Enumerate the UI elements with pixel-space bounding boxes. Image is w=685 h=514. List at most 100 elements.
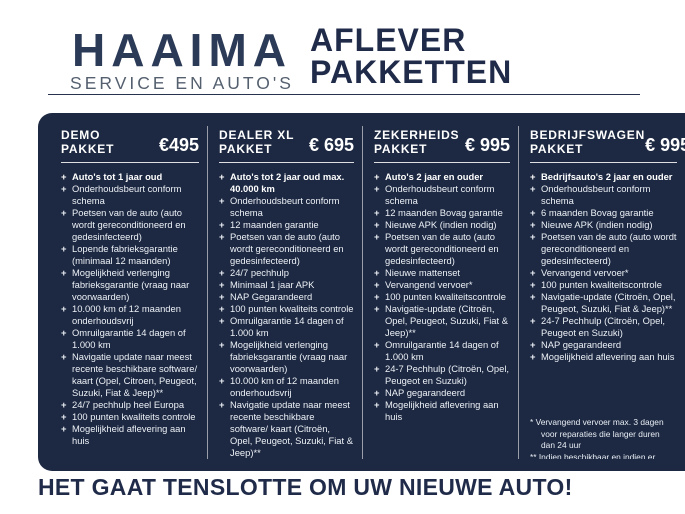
package-header: BEDRIJFSWAGEN PAKKET€ 995 bbox=[530, 128, 685, 156]
plus-bullet-icon: + bbox=[374, 387, 380, 398]
package-feature: + Poetsen van de auto (auto wordt gerecon… bbox=[61, 207, 199, 243]
package-feature: + Nieuwe mattenset bbox=[374, 267, 510, 279]
page-title-line1: AFLEVER bbox=[310, 22, 467, 58]
package-feature-text: Onderhoudsbeurt conform schema bbox=[72, 183, 182, 206]
package-feature-text: 100 punten kwaliteitscontrole bbox=[541, 279, 662, 290]
package-feature: + NAP Gegarandeerd bbox=[219, 291, 354, 303]
package-feature: +12 maanden garantie bbox=[219, 219, 354, 231]
package-feature-text: 100 punten kwaliteits controle bbox=[72, 411, 196, 422]
package-feature-text: Auto's tot 1 jaar oud bbox=[72, 171, 163, 182]
package-feature: + Auto's tot 1 jaar oud bbox=[61, 171, 199, 183]
package-feature: + Mogelijkheid aflevering aan huis bbox=[374, 399, 510, 423]
package-feature-text: 6 maanden Bovag garantie bbox=[541, 207, 654, 218]
package-feature-list: + Bedrijfsauto's 2 jaar en ouder + Onderhou… bbox=[530, 171, 677, 363]
package-feature: + Vervangend vervoer* bbox=[530, 267, 677, 279]
plus-bullet-icon: + bbox=[374, 183, 380, 194]
package-feature-text: 12 maanden garantie bbox=[230, 219, 319, 230]
package-feature-text: Auto's tot 2 jaar oud max. 40.000 km bbox=[230, 171, 345, 194]
plus-bullet-icon: + bbox=[219, 375, 225, 386]
footnotes: * Vervangend vervoer max. 3 dagen voor r… bbox=[530, 417, 677, 459]
package-feature-text: Onderhoudsbeurt conform schema bbox=[385, 183, 495, 206]
package-column-1: DEMO PAKKET €495 + Auto's tot 1 jaar oud + On… bbox=[38, 126, 207, 459]
package-feature-text: Onderhoudsbeurt conform schema bbox=[541, 183, 651, 206]
package-header-divider bbox=[61, 162, 199, 163]
package-feature-text: Navigatie update naar meest recente besc… bbox=[72, 351, 198, 398]
plus-bullet-icon: + bbox=[530, 207, 536, 218]
package-feature: +100 punten kwaliteits controle bbox=[61, 411, 199, 423]
package-feature-text: NAP Gegarandeerd bbox=[230, 291, 313, 302]
package-feature-text: Poetsen van de auto (auto wordt gerecond… bbox=[385, 231, 499, 266]
logo-name: HAAIMA bbox=[72, 24, 292, 76]
package-feature-text: Poetsen van de auto (auto wordt gerecond… bbox=[230, 231, 344, 266]
plus-bullet-icon: + bbox=[61, 399, 67, 410]
package-header: DEMO PAKKET €495 bbox=[61, 128, 199, 156]
plus-bullet-icon: + bbox=[530, 219, 536, 230]
plus-bullet-icon: + bbox=[530, 351, 536, 362]
package-feature: + NAP gegarandeerd bbox=[530, 339, 677, 351]
plus-bullet-icon: + bbox=[219, 231, 225, 242]
plus-bullet-icon: + bbox=[374, 267, 380, 278]
package-feature-text: 24/7 pechhulp bbox=[230, 267, 289, 278]
package-feature-text: Poetsen van de auto (auto wordt gerecond… bbox=[541, 231, 677, 266]
package-feature-list: + Auto's tot 1 jaar oud + Onderhoudsbeurt c… bbox=[61, 171, 199, 447]
package-feature-text: Omruilgarantie 14 dagen of 1.000 km bbox=[385, 339, 499, 362]
package-feature-text: 100 punten kwaliteits controle bbox=[230, 303, 354, 314]
package-feature-text: 12 maanden Bovag garantie bbox=[385, 207, 503, 218]
package-feature-text: Nieuwe APK (indien nodig) bbox=[541, 219, 653, 230]
package-feature-text: 24/7 pechhulp heel Europa bbox=[72, 399, 185, 410]
package-feature: + Omruilgarantie 14 dagen of 1.000 km bbox=[61, 327, 199, 351]
plus-bullet-icon: + bbox=[219, 339, 225, 350]
package-feature-list: + Auto's tot 2 jaar oud max. 40.000 km + On… bbox=[219, 171, 354, 459]
plus-bullet-icon: + bbox=[374, 171, 380, 182]
plus-bullet-icon: + bbox=[61, 351, 67, 362]
header-divider bbox=[48, 94, 640, 95]
plus-bullet-icon: + bbox=[61, 423, 67, 434]
package-feature-text: Omruilgarantie 14 dagen of 1.000 km bbox=[230, 315, 344, 338]
package-feature: + Onderhoudsbeurt conform schema bbox=[530, 183, 677, 207]
plus-bullet-icon: + bbox=[219, 171, 225, 182]
package-feature: +100 punten kwaliteits controle bbox=[219, 303, 354, 315]
package-feature: + Mogelijkheid aflevering aan huis bbox=[61, 423, 199, 447]
plus-bullet-icon: + bbox=[219, 219, 225, 230]
plus-bullet-icon: + bbox=[530, 183, 536, 194]
package-feature: + Onderhoudsbeurt conform schema bbox=[374, 183, 510, 207]
package-feature-text: Vervangend vervoer* bbox=[541, 267, 629, 278]
page-title-line2: PAKKETTEN bbox=[310, 54, 513, 90]
package-column-3: ZEKERHEIDS PAKKET € 995 + Auto's 2 jaar en … bbox=[362, 126, 518, 459]
page-title: AFLEVER PAKKETTEN bbox=[310, 24, 512, 88]
bottom-tagline: HET GAAT TENSLOTTE OM UW NIEUWE AUTO! bbox=[38, 474, 573, 500]
plus-bullet-icon: + bbox=[219, 267, 225, 278]
package-feature: + Mogelijkheid verlenging fabrieksgaranti… bbox=[61, 267, 199, 303]
plus-bullet-icon: + bbox=[374, 207, 380, 218]
package-price: € 995 bbox=[464, 135, 510, 155]
package-feature: +6 maanden Bovag garantie bbox=[530, 207, 677, 219]
package-header-divider bbox=[219, 162, 354, 163]
package-feature-text: NAP gegarandeerd bbox=[385, 387, 466, 398]
package-header: ZEKERHEIDS PAKKET € 995 bbox=[374, 128, 510, 156]
package-feature: + Omruilgarantie 14 dagen of 1.000 km bbox=[374, 339, 510, 363]
plus-bullet-icon: + bbox=[374, 303, 380, 314]
package-feature: + Nieuwe APK (indien nodig) bbox=[530, 219, 677, 231]
package-feature: +12 maanden Bovag garantie bbox=[374, 207, 510, 219]
plus-bullet-icon: + bbox=[61, 267, 67, 278]
package-feature: + Auto's tot 2 jaar oud max. 40.000 km bbox=[219, 171, 354, 195]
plus-bullet-icon: + bbox=[530, 279, 536, 290]
package-feature: + Onderhoudsbeurt conform schema bbox=[61, 183, 199, 207]
package-feature-text: Mogelijkheid aflevering aan huis bbox=[72, 423, 186, 446]
package-feature-text: Lopende fabrieksgarantie (minimaal 12 ma… bbox=[72, 243, 178, 266]
package-feature: +24/7 pechhulp heel Europa bbox=[61, 399, 199, 411]
plus-bullet-icon: + bbox=[530, 231, 536, 242]
packages-panel: DEMO PAKKET €495 + Auto's tot 1 jaar oud + On… bbox=[38, 113, 685, 471]
package-feature-text: 10.000 km of 12 maanden onderhoudsvrij bbox=[72, 303, 181, 326]
package-column-4: BEDRIJFSWAGEN PAKKET€ 995 + Bedrijfsauto's… bbox=[518, 126, 685, 459]
package-feature: + Mogelijkheid aflevering aan huis bbox=[530, 351, 677, 363]
package-feature-text: Nieuwe mattenset bbox=[385, 267, 461, 278]
package-feature: +100 punten kwaliteitscontrole bbox=[374, 291, 510, 303]
footnote: * Vervangend vervoer max. 3 dagen voor r… bbox=[530, 417, 664, 450]
package-column-2: DEALER XL PAKKET € 695 + Auto's tot 2 jaar … bbox=[207, 126, 362, 459]
package-feature: +100 punten kwaliteitscontrole bbox=[530, 279, 677, 291]
package-header-divider bbox=[374, 162, 510, 163]
plus-bullet-icon: + bbox=[374, 339, 380, 350]
plus-bullet-icon: + bbox=[219, 399, 225, 410]
plus-bullet-icon: + bbox=[374, 219, 380, 230]
